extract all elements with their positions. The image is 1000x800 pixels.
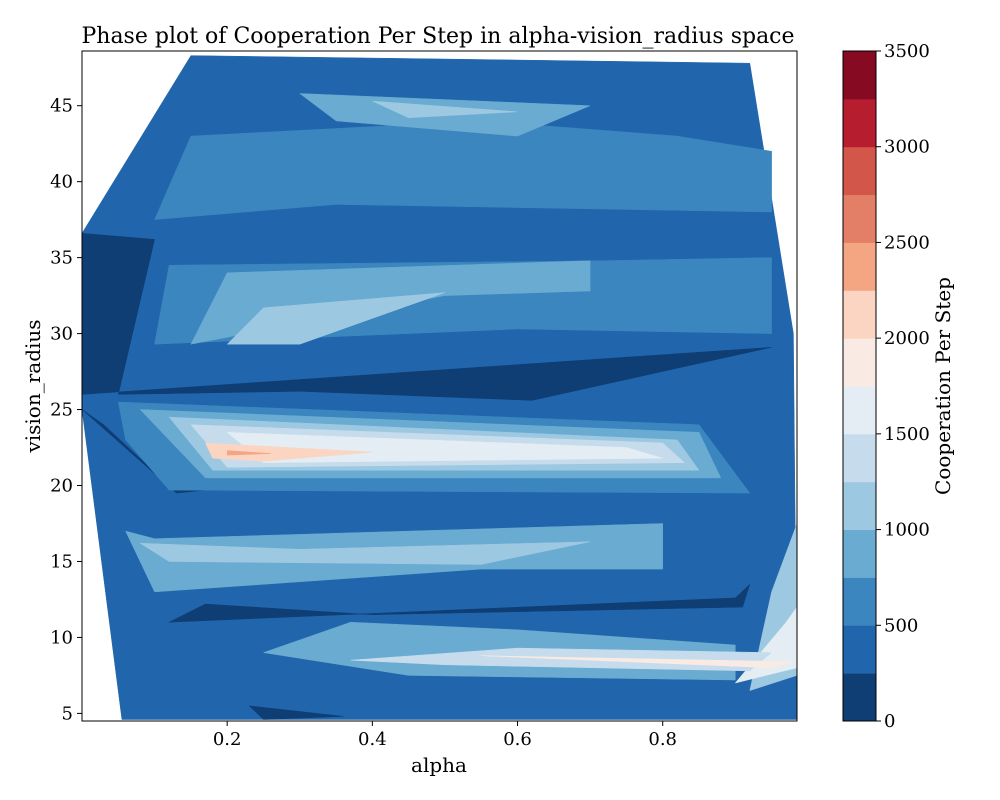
colorbar-tick-label: 1500 (884, 424, 930, 445)
colorbar-band (843, 529, 876, 578)
x-tick-label: 0.4 (358, 729, 387, 750)
colorbar-band (843, 146, 876, 196)
colorbar-band (843, 386, 876, 435)
chart-title: Phase plot of Cooperation Per Step in al… (81, 24, 794, 49)
y-tick-label: 45 (50, 96, 73, 117)
colorbar-band (843, 625, 876, 674)
colorbar-band (843, 242, 876, 291)
colorbar-tick-label: 2500 (884, 232, 930, 253)
contour-region-24 (248, 705, 344, 720)
y-tick-label: 30 (50, 324, 73, 345)
y-tick-label: 15 (50, 551, 73, 572)
x-tick-label: 0.8 (648, 729, 677, 750)
y-tick-label: 5 (62, 703, 73, 724)
colorbar-band (843, 194, 876, 243)
y-tick-label: 25 (50, 400, 73, 421)
y-axis-label: vision_radius (21, 319, 45, 453)
y-tick-label: 35 (50, 248, 73, 269)
y-tick-label: 20 (50, 476, 73, 497)
colorbar-label: Cooperation Per Step (931, 277, 955, 495)
x-tick-label: 0.6 (503, 729, 532, 750)
colorbar (843, 51, 876, 722)
contour-region-15 (226, 450, 271, 456)
colorbar-tick-label: 0 (884, 711, 895, 732)
colorbar-ticks: 0 500 1000 1500 2000 2500 3000 3500 (876, 41, 930, 732)
colorbar-tick-label: 500 (884, 615, 918, 636)
y-tick-label: 10 (50, 627, 73, 648)
colorbar-tick-label: 3000 (884, 137, 930, 158)
colorbar-band (843, 673, 876, 722)
y-tick-label: 40 (50, 172, 73, 193)
colorbar-tick-label: 2000 (884, 328, 930, 349)
contour-region-3 (372, 100, 518, 119)
colorbar-band (843, 98, 876, 148)
x-axis: 0.2 0.4 0.6 0.8 (213, 721, 677, 750)
colorbar-band (843, 577, 876, 626)
colorbar-band (843, 290, 876, 339)
colorbar-band (843, 51, 876, 100)
colorbar-tick-label: 3500 (884, 41, 930, 62)
x-tick-label: 0.2 (213, 729, 242, 750)
contour-region-7 (82, 233, 772, 401)
contour-region-23 (481, 655, 794, 669)
x-axis-label: alpha (411, 753, 467, 777)
plot-frame (81, 50, 798, 722)
contour-region-18 (139, 541, 591, 565)
contour-region-16 (168, 583, 751, 623)
colorbar-band (843, 481, 876, 531)
contour-region-6 (226, 292, 445, 345)
contour-region-14 (204, 442, 373, 462)
contour-layer (82, 51, 797, 721)
colorbar-band (843, 433, 876, 483)
colorbar-frame (842, 50, 877, 722)
y-axis: 5 10 15 20 25 30 35 40 45 (50, 96, 82, 724)
plot-area (82, 51, 797, 721)
colorbar-band (843, 338, 876, 387)
colorbar-tick-label: 1000 (884, 520, 930, 541)
